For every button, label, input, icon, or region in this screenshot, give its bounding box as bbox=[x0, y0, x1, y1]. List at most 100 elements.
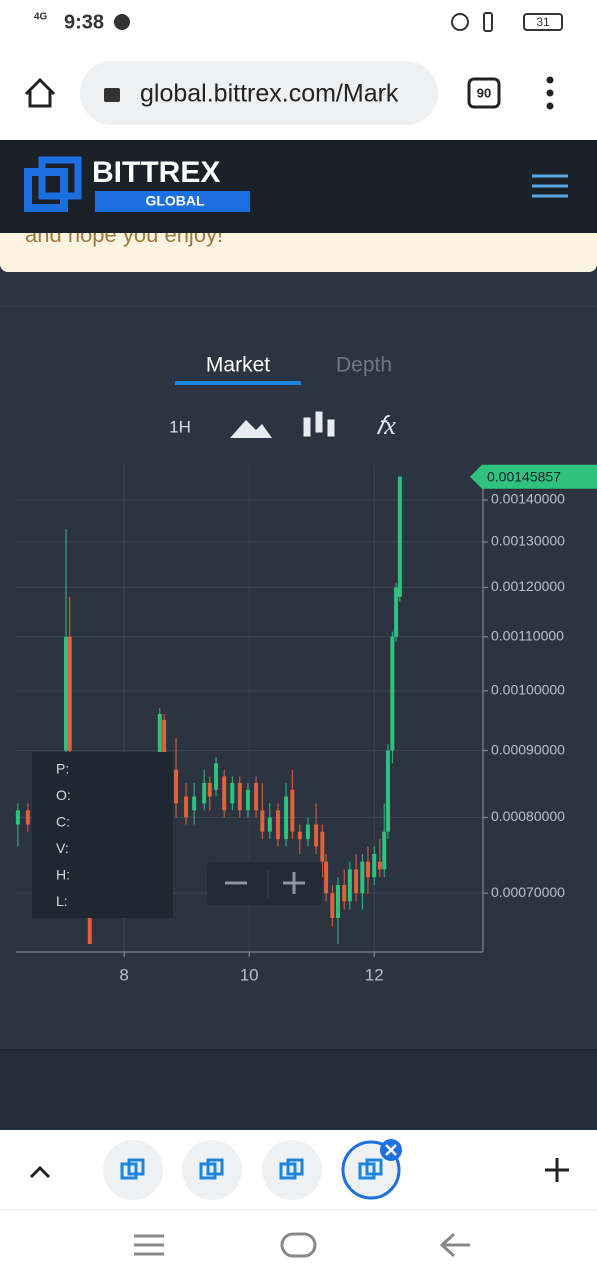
candle-body bbox=[202, 783, 207, 804]
y-tick-label: 0.00100000 bbox=[491, 682, 565, 698]
candle-body bbox=[15, 810, 20, 825]
candle-body bbox=[207, 783, 212, 797]
tab-depth[interactable]: Depth bbox=[336, 354, 392, 377]
ohlc-label: L: bbox=[56, 893, 68, 909]
candle-body bbox=[305, 824, 310, 840]
ohlc-label: H: bbox=[56, 867, 70, 883]
candle-body bbox=[184, 796, 189, 818]
candle-body bbox=[342, 885, 347, 902]
hamburger-menu[interactable] bbox=[532, 174, 568, 198]
ohlc-label: P: bbox=[56, 761, 69, 777]
last-price-label: 0.00145857 bbox=[487, 468, 561, 484]
candle-body bbox=[260, 810, 265, 832]
new-tab[interactable] bbox=[545, 1158, 569, 1182]
candle-body bbox=[347, 869, 352, 902]
candle-icon[interactable] bbox=[303, 411, 335, 437]
ohlc-labels: P: O: C: V: H: L: bbox=[56, 761, 71, 910]
alarm-icon bbox=[451, 13, 469, 31]
indicator-icon[interactable]: 𝑓x bbox=[376, 411, 396, 440]
candle-body bbox=[330, 893, 335, 918]
logo bbox=[24, 156, 82, 212]
url: global.bittrex.com/Mark bbox=[140, 80, 399, 108]
site-header bbox=[0, 140, 597, 233]
tab-underline bbox=[175, 381, 301, 385]
url-field[interactable] bbox=[80, 61, 438, 125]
candle-body bbox=[214, 763, 219, 790]
candle-body bbox=[162, 719, 167, 770]
battery-level: 31 bbox=[536, 15, 550, 29]
expand-tabs[interactable] bbox=[29, 1165, 51, 1179]
candle-body bbox=[25, 810, 30, 825]
candle-body bbox=[230, 783, 235, 804]
ohlc-box bbox=[32, 752, 173, 918]
candle-body bbox=[267, 817, 272, 832]
candle-body bbox=[335, 885, 340, 918]
candle-body bbox=[245, 789, 250, 811]
ohlc-label: V: bbox=[56, 840, 69, 856]
candle-body bbox=[390, 636, 395, 751]
candle-body bbox=[297, 831, 302, 840]
tab-thumb[interactable] bbox=[103, 1140, 163, 1200]
x-tick-label: 8 bbox=[119, 965, 128, 984]
x-tick-label: 12 bbox=[365, 965, 384, 984]
candle-body bbox=[324, 861, 329, 894]
candle-body bbox=[284, 796, 289, 840]
network: 4G bbox=[34, 12, 48, 23]
y-tick-label: 0.00080000 bbox=[491, 808, 565, 824]
back-button[interactable] bbox=[439, 1232, 470, 1258]
candle-body bbox=[385, 750, 390, 832]
candle-body bbox=[365, 861, 370, 878]
active-tab[interactable] bbox=[341, 1139, 402, 1200]
brand: BITTREX bbox=[92, 156, 220, 189]
y-tick-label: 0.00120000 bbox=[491, 578, 565, 594]
y-tick-label: 0.00140000 bbox=[491, 491, 565, 507]
candle-body bbox=[64, 636, 69, 751]
y-tick-label: 0.00110000 bbox=[491, 627, 564, 643]
candle-body bbox=[377, 861, 382, 870]
candle-body bbox=[397, 476, 402, 597]
ohlc-label: C: bbox=[56, 814, 70, 830]
candle-body bbox=[254, 783, 259, 811]
y-tick-label: 0.00130000 bbox=[491, 533, 565, 549]
candle-body bbox=[360, 861, 365, 894]
candle-body bbox=[237, 783, 242, 811]
candle-body bbox=[290, 789, 295, 832]
candle-body bbox=[67, 636, 72, 751]
candle-body bbox=[275, 810, 280, 840]
candle-body bbox=[354, 869, 359, 894]
tab-thumb[interactable] bbox=[182, 1140, 242, 1200]
tab-switcher[interactable] bbox=[467, 77, 501, 109]
candle-body bbox=[192, 796, 197, 811]
candle-body bbox=[157, 713, 162, 784]
nav-icon bbox=[114, 14, 130, 30]
candle-body bbox=[174, 769, 179, 804]
candle-body bbox=[222, 776, 227, 811]
home-button[interactable] bbox=[24, 77, 56, 108]
y-tick-label: 0.00090000 bbox=[491, 741, 565, 757]
vibrate-icon bbox=[483, 12, 493, 32]
interval[interactable]: 1H bbox=[169, 417, 191, 436]
y-tick-label: 0.00070000 bbox=[491, 884, 565, 900]
ohlc-label: O: bbox=[56, 787, 71, 803]
candle-body bbox=[382, 831, 387, 870]
candle-body bbox=[320, 831, 325, 862]
area-chart-icon[interactable] bbox=[230, 420, 272, 438]
footer-area bbox=[0, 1050, 597, 1130]
candle-body bbox=[394, 587, 399, 637]
status-bar bbox=[0, 0, 597, 48]
plot: 0.00070000 0.00080000 0.00090000 0.00100000… bbox=[15, 464, 597, 984]
recents-button[interactable] bbox=[134, 1234, 164, 1256]
x-tick-label: 10 bbox=[240, 965, 259, 984]
zoom-in[interactable] bbox=[283, 872, 305, 894]
brand-badge bbox=[95, 191, 250, 212]
tab-count: 90 bbox=[477, 85, 491, 100]
menu-button[interactable] bbox=[546, 76, 554, 110]
tab-market[interactable]: Market bbox=[206, 354, 270, 377]
tab-thumb[interactable] bbox=[262, 1140, 322, 1200]
clock: 9:38 bbox=[64, 11, 104, 33]
home-nav-button[interactable] bbox=[280, 1232, 317, 1258]
battery bbox=[523, 13, 563, 31]
candle-body bbox=[87, 917, 92, 944]
